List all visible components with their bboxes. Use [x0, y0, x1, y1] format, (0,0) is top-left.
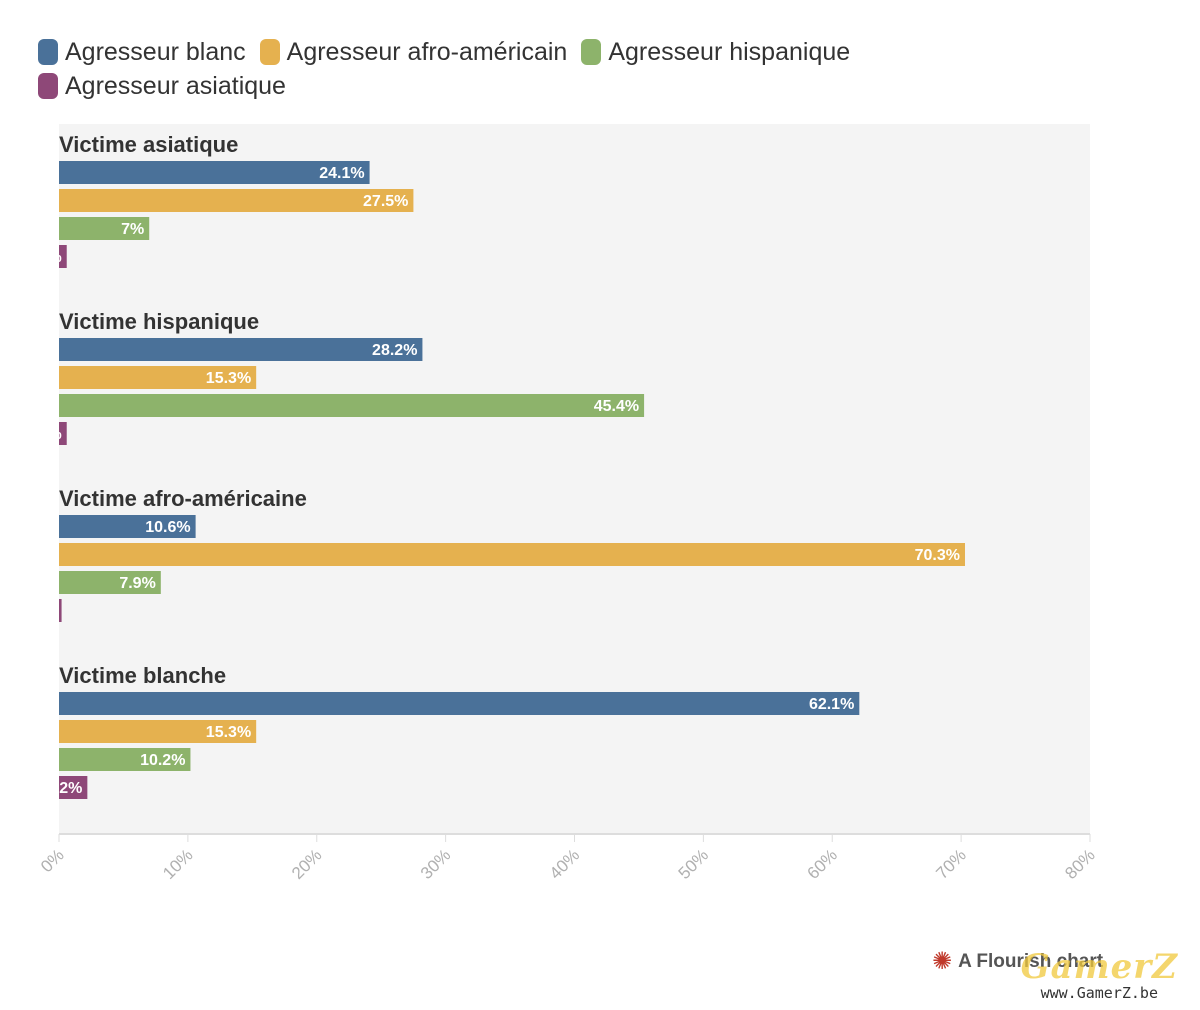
group-title: Victime afro-américaine — [59, 486, 307, 511]
bar — [59, 599, 62, 622]
bar-value-label: 10.6% — [145, 519, 190, 536]
bar — [59, 366, 257, 389]
bar — [59, 776, 88, 799]
x-tick-label: 10% — [159, 845, 196, 882]
legend-item[interactable]: Agresseur asiatique — [38, 72, 286, 100]
bar — [59, 515, 196, 538]
bar-value-label: 2.2% — [46, 780, 82, 797]
bar-value-label: 0.6% — [25, 426, 61, 443]
bar-value-label: 15.3% — [206, 724, 251, 741]
legend-swatch — [581, 39, 602, 65]
legend-label: Agresseur asiatique — [65, 71, 286, 100]
bar — [59, 422, 67, 445]
watermark-logo: GamerZ — [1020, 947, 1178, 987]
bar-value-label: 28.2% — [372, 342, 417, 359]
bar — [59, 161, 370, 184]
legend-item[interactable]: Agresseur hispanique — [581, 38, 850, 66]
bar — [59, 217, 150, 240]
bar-value-label: 45.4% — [594, 398, 639, 415]
bar-value-label: 0.2% — [20, 603, 56, 620]
bar-value-label: 70.3% — [915, 547, 960, 564]
plot-background — [59, 124, 1090, 834]
bar-value-label: 7% — [121, 221, 144, 238]
x-tick-label: 40% — [546, 845, 583, 882]
watermark: GamerZ www.GamerZ.be — [1021, 950, 1178, 1001]
flourish-credit-text: A Flourish chart — [958, 951, 1104, 972]
bar — [59, 394, 645, 417]
bar — [59, 189, 414, 212]
flourish-asterisk-icon: ✺ — [932, 948, 953, 975]
watermark-url: www.GamerZ.be — [1040, 984, 1158, 1002]
x-tick-label: 50% — [675, 845, 712, 882]
bar — [59, 338, 423, 361]
bar — [59, 692, 860, 715]
legend-swatch — [259, 39, 280, 65]
legend-label: Agresseur afro-américain — [286, 37, 568, 66]
x-tick-label: 20% — [288, 845, 325, 882]
bar-value-label: 27.5% — [363, 193, 408, 210]
x-tick-label: 70% — [932, 845, 969, 882]
legend-item[interactable]: Agresseur blanc — [38, 38, 246, 66]
bar — [59, 748, 191, 771]
bar-value-label: 62.1% — [809, 696, 854, 713]
group-title: Victime blanche — [59, 663, 226, 688]
legend-item[interactable]: Agresseur afro-américain — [259, 37, 568, 66]
bar-value-label: 24.1% — [319, 165, 364, 182]
bar — [59, 720, 257, 743]
bar-value-label: 24.1% — [16, 249, 61, 266]
bar-value-label: 15.3% — [206, 370, 251, 387]
x-tick-label: 60% — [804, 845, 841, 882]
legend-label: Agresseur blanc — [65, 37, 246, 66]
flourish-credit[interactable]: ✺ A Flourish chart — [932, 950, 1103, 974]
group-title: Victime hispanique — [59, 309, 259, 334]
x-tick-label: 0% — [37, 845, 68, 876]
bar — [59, 543, 965, 566]
group-title: Victime asiatique — [59, 132, 238, 157]
x-tick-label: 30% — [417, 845, 454, 882]
legend-swatch — [38, 39, 58, 65]
bar-value-label: 10.2% — [140, 752, 185, 769]
legend-swatch — [38, 73, 58, 99]
bar-value-label: 7.9% — [119, 575, 155, 592]
legend-label: Agresseur hispanique — [608, 37, 851, 66]
x-tick-label: 80% — [1061, 845, 1098, 882]
bar — [59, 245, 67, 268]
legend: Agresseur blanc Agresseur afro-américain A… — [38, 38, 1038, 100]
bar — [59, 571, 161, 594]
